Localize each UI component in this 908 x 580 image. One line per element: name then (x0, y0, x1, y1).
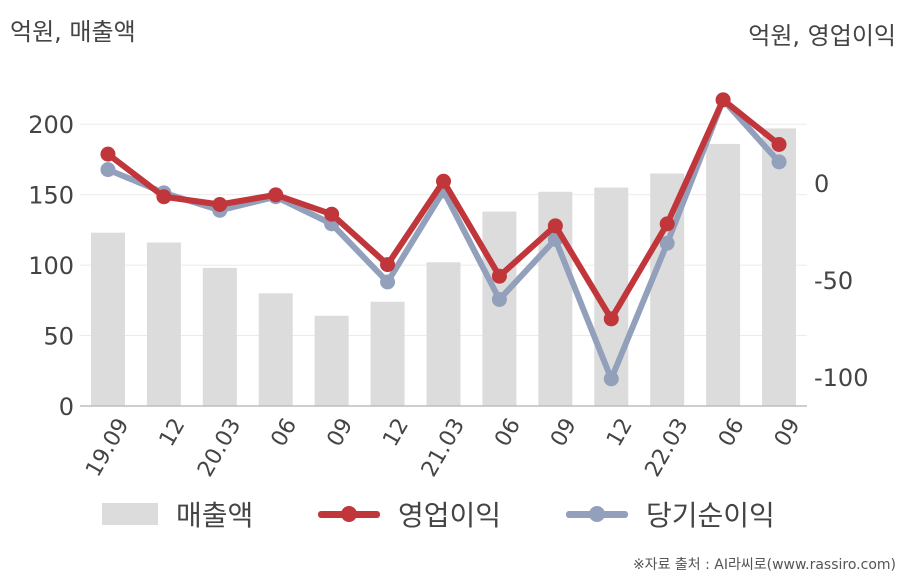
net-income-point (100, 162, 116, 178)
operating-profit-point (324, 206, 340, 222)
legend-swatch-operating (318, 503, 380, 525)
legend-swatch-net (566, 503, 628, 525)
x-tick-label: 22.03 (641, 414, 694, 481)
operating-profit-point (659, 216, 675, 232)
x-tick-label: 09 (546, 414, 582, 451)
bar-revenue (314, 315, 349, 406)
y-right-tick-label: -50 (814, 267, 853, 295)
operating-profit-point (380, 257, 396, 273)
legend-label-revenue: 매출액 (176, 499, 254, 532)
y-right-tick-label: -100 (814, 364, 868, 392)
operating-profit-point (547, 218, 563, 234)
operating-profit-point (212, 197, 228, 212)
bar-revenue (482, 211, 517, 406)
operating-profit-point (491, 268, 507, 284)
operating-profit-point (436, 173, 451, 189)
legend-label-operating: 영업이익 (398, 499, 502, 532)
x-tick-label: 06 (490, 414, 526, 451)
x-tick-label: 12 (602, 414, 638, 451)
operating-profit-point (268, 187, 284, 203)
bar-revenue (762, 128, 797, 406)
y-left-tick-label: 150 (28, 182, 74, 210)
y-left-tick-label: 100 (28, 252, 74, 280)
bar-revenue (258, 293, 293, 406)
net-income-point (380, 274, 396, 290)
bar-revenue (706, 143, 741, 406)
net-income-point (603, 371, 619, 387)
operating-profit-point (603, 311, 619, 327)
legend: 매출액 영업이익 당기순이익 (0, 492, 908, 536)
x-tick-label: 09 (770, 414, 806, 451)
y-left-tick-label: 200 (28, 111, 74, 139)
operating-profit-point (715, 92, 731, 108)
y-left-tick-label: 0 (59, 393, 74, 421)
x-tick-label: 12 (378, 414, 414, 451)
legend-swatch-revenue (102, 503, 158, 525)
x-tick-label: 09 (323, 414, 359, 451)
source-note: ※자료 출처 : AI라씨로(www.rassiro.com) (632, 557, 896, 573)
net-income-point (771, 154, 787, 170)
x-tick-label: 19.09 (81, 414, 134, 481)
net-income-point (491, 291, 507, 307)
right-axis-unit: 억원, 영업이익 (748, 22, 896, 50)
net-income-point (659, 235, 675, 251)
x-tick-label: 06 (267, 414, 303, 451)
x-tick-label: 12 (155, 414, 191, 451)
bar-revenue (426, 262, 461, 406)
x-tick-label: 06 (714, 414, 750, 451)
y-right-tick-label: 0 (814, 170, 829, 198)
legend-item-operating: 영업이익 (318, 492, 501, 536)
operating-profit-point (771, 136, 787, 152)
bar-revenue (90, 232, 125, 406)
bar-revenue (146, 242, 181, 406)
left-axis-unit: 억원, 매출액 (10, 18, 136, 46)
operating-profit-point (156, 189, 172, 205)
bar-revenue (370, 301, 405, 406)
y-left-tick-label: 50 (43, 323, 74, 351)
operating-profit-point (100, 146, 116, 162)
x-tick-label: 21.03 (417, 414, 470, 481)
legend-item-revenue: 매출액 (102, 492, 253, 536)
legend-item-net: 당기순이익 (566, 492, 775, 536)
bar-revenue (202, 267, 237, 406)
x-tick-label: 20.03 (193, 414, 246, 481)
legend-label-net: 당기순이익 (646, 499, 775, 532)
